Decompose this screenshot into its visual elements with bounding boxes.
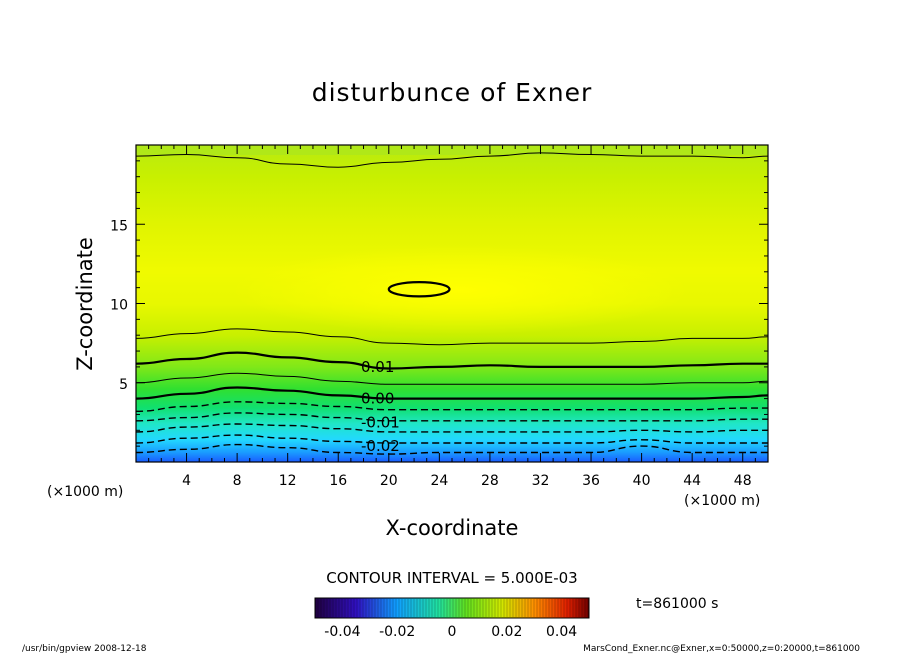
time-label: t=861000 s — [636, 596, 718, 612]
contour-line-7 — [136, 351, 768, 370]
x-tick-label: 48 — [734, 473, 752, 489]
top-band — [136, 145, 768, 155]
contour-line-9 — [136, 152, 768, 168]
colorbar-tick-label: 0.04 — [546, 624, 577, 640]
chart-title: disturbunce of Exner — [312, 78, 593, 107]
x-unit-right: (×1000 m) — [684, 493, 760, 509]
x-tick-label: 16 — [329, 473, 347, 489]
y-tick-label: 5 — [119, 377, 128, 393]
contour-line-3 — [136, 412, 768, 422]
y-tick-label: 10 — [110, 298, 128, 314]
x-unit-left: (×1000 m) — [47, 484, 123, 500]
contour-label-1: 0.00 — [361, 390, 394, 408]
contour-label-2: -0.01 — [361, 413, 400, 431]
colorbar-stripes — [317, 599, 589, 617]
colorbar-labels: -0.04 -0.02 0 0.02 0.04 — [324, 624, 577, 640]
x-axis: 4 8 12 16 20 24 28 32 36 40 44 48 — [135, 145, 769, 489]
plot-area: 0.01 0.00 -0.01 -0.02 — [136, 145, 768, 462]
y-axis: 5 10 15 — [110, 144, 768, 463]
colorbar-gradient — [315, 598, 589, 618]
x-tick-label: 36 — [582, 473, 600, 489]
x-tick-label: 12 — [279, 473, 297, 489]
x-tick-label: 32 — [532, 473, 550, 489]
x-tick-label: 44 — [683, 473, 701, 489]
footer-left: /usr/bin/gpview 2008-12-18 — [22, 644, 147, 654]
contour-lines — [136, 152, 768, 455]
x-tick-label: 24 — [430, 473, 448, 489]
y-tick-label: 15 — [110, 218, 128, 234]
colorbar-tick-label: -0.02 — [379, 624, 415, 640]
colorbar-tick-label: 0.02 — [491, 624, 522, 640]
contour-interval: CONTOUR INTERVAL = 5.000E-03 — [326, 569, 577, 587]
field-maximum — [230, 245, 690, 335]
contour-labels: 0.01 0.00 -0.01 -0.02 — [361, 358, 400, 455]
y-axis-label: Z-coordinate — [73, 237, 97, 371]
colorbar: -0.04 -0.02 0 0.02 0.04 — [314, 597, 590, 640]
colorbar-tick-label: -0.04 — [324, 624, 360, 640]
contour-line-5 — [136, 386, 768, 400]
contour-line-8 — [136, 328, 768, 346]
x-axis-label: X-coordinate — [386, 516, 519, 540]
closed-contour — [387, 281, 451, 298]
contour-label-0: 0.01 — [361, 358, 394, 376]
contour-line-6 — [136, 372, 768, 385]
contour-line-4 — [136, 401, 768, 412]
colorbar-tick-label: 0 — [448, 624, 457, 640]
footer-right: MarsCond_Exner.nc@Exner,x=0:50000,z=0:20… — [583, 644, 860, 654]
contour-line-2 — [136, 423, 768, 433]
x-tick-label: 4 — [182, 473, 191, 489]
x-tick-label: 20 — [380, 473, 398, 489]
contour-line-0 — [136, 443, 768, 455]
x-tick-label: 8 — [233, 473, 242, 489]
contour-line-1 — [136, 434, 768, 444]
colorbar-frame — [314, 597, 590, 619]
contour-label-3: -0.02 — [361, 437, 400, 455]
x-tick-label: 28 — [481, 473, 499, 489]
x-tick-label: 40 — [633, 473, 651, 489]
